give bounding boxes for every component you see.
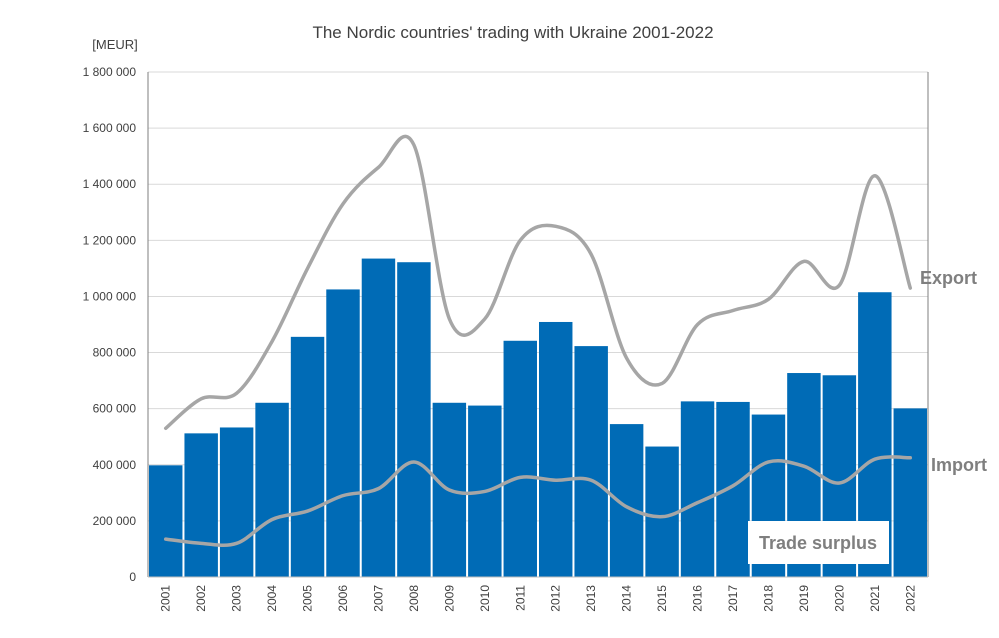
bar-trade-surplus-2012 [539, 321, 573, 577]
x-tick-label: 2007 [371, 585, 385, 612]
x-tick-label: 2011 [513, 585, 527, 611]
bar-trade-surplus-2015 [645, 446, 679, 577]
y-tick-label: 1 200 000 [83, 233, 137, 247]
chart-title: The Nordic countries' trading with Ukrai… [312, 23, 713, 42]
y-tick-label: 400 000 [93, 458, 137, 472]
y-tick-label: 1 000 000 [83, 289, 137, 303]
x-tick-label: 2012 [549, 585, 563, 612]
line-export [163, 134, 913, 431]
bar-trade-surplus-2007 [361, 258, 396, 577]
bar-trade-surplus-2006 [326, 289, 360, 577]
y-tick-label: 1 400 000 [83, 177, 137, 191]
bar-trade-surplus-2016 [680, 401, 715, 577]
y-tick-label: 1 600 000 [83, 121, 137, 135]
line-import [163, 455, 913, 548]
x-tick-label: 2022 [903, 585, 917, 612]
x-tick-label: 2005 [301, 585, 315, 612]
bar-trade-surplus-2017 [716, 401, 750, 577]
x-tick-label: 2006 [336, 585, 350, 612]
x-tick-label: 2008 [407, 585, 421, 612]
y-tick-label: 1 800 000 [83, 65, 137, 79]
x-tick-label: 2016 [691, 585, 705, 612]
bar-trade-surplus-2011 [503, 340, 537, 577]
bar-trade-surplus-2005 [290, 336, 325, 577]
x-tick-label: 2021 [868, 585, 882, 612]
import-label: Import [931, 455, 987, 475]
bar-trade-surplus-2013 [574, 346, 608, 577]
x-tick-label: 2018 [761, 585, 775, 612]
y-tick-label: 200 000 [93, 514, 137, 528]
bar-trade-surplus-2004 [255, 402, 289, 577]
x-tick-label: 2001 [159, 585, 173, 612]
x-tick-label: 2017 [726, 585, 740, 612]
y-tick-label: 0 [129, 570, 136, 584]
trade-surplus-label-box [748, 521, 889, 564]
x-tick-label: 2004 [265, 585, 279, 612]
bar-trade-surplus-2001 [149, 465, 183, 577]
y-axis-label: [MEUR] [92, 37, 138, 52]
x-tick-label: 2019 [797, 585, 811, 612]
x-tick-label: 2014 [620, 585, 634, 612]
bar-trade-surplus-2022 [893, 408, 927, 577]
x-tick-label: 2010 [478, 585, 492, 612]
x-tick-label: 2015 [655, 585, 669, 612]
x-tick-label: 2009 [442, 585, 456, 612]
y-tick-label: 600 000 [93, 402, 137, 416]
x-tick-label: 2003 [230, 585, 244, 612]
bar-trade-surplus-2003 [219, 427, 254, 577]
export-label: Export [920, 268, 977, 288]
trade-surplus-label: Trade surplus [759, 533, 877, 553]
x-tick-label: 2020 [832, 585, 846, 612]
x-tick-label: 2002 [194, 585, 208, 612]
x-tick-label: 2013 [584, 585, 598, 612]
bar-trade-surplus-2008 [397, 262, 431, 577]
y-tick-label: 800 000 [93, 346, 137, 360]
bar-trade-surplus-2002 [184, 433, 218, 577]
